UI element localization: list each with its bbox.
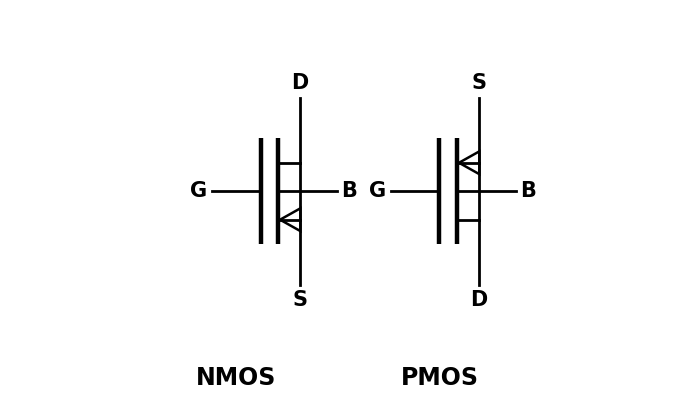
Text: NMOS: NMOS <box>196 366 276 390</box>
Text: S: S <box>293 290 307 310</box>
Text: G: G <box>190 181 207 201</box>
Text: D: D <box>470 290 487 310</box>
Text: B: B <box>342 181 357 201</box>
Text: S: S <box>471 73 486 93</box>
Text: PMOS: PMOS <box>400 366 479 390</box>
Text: B: B <box>520 181 536 201</box>
Text: D: D <box>291 73 309 93</box>
Text: G: G <box>369 181 386 201</box>
